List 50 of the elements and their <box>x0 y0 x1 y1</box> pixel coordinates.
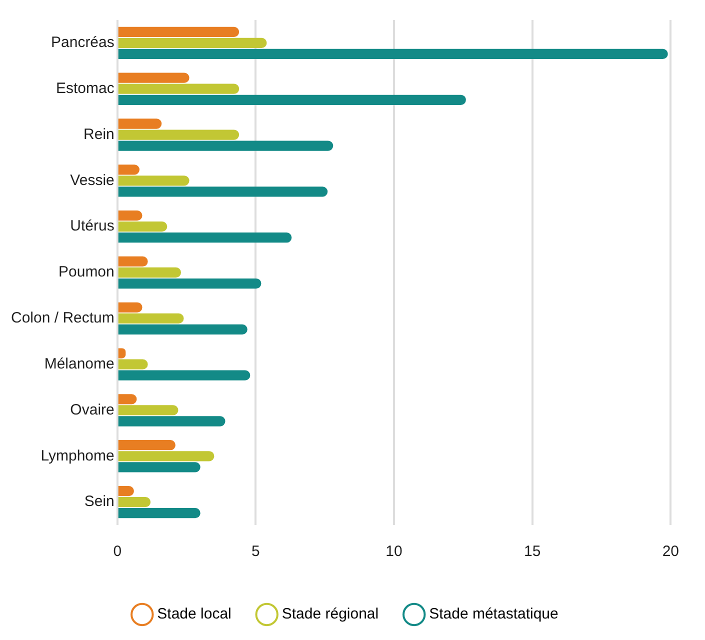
x-tick-label: 20 <box>662 543 679 560</box>
bar <box>118 72 190 83</box>
y-tick-label: Pancréas <box>51 34 114 52</box>
y-tick-label: Ovaire <box>70 401 114 418</box>
x-tick-label: 15 <box>524 543 541 560</box>
bar <box>118 508 200 518</box>
bar <box>118 222 168 232</box>
bar <box>118 278 262 289</box>
bar <box>118 94 466 105</box>
bar <box>118 359 148 370</box>
bar <box>118 140 334 151</box>
y-tick-label: Vessie <box>70 172 114 189</box>
y-tick-label: Colon / Rectum <box>11 310 114 327</box>
bar <box>118 405 178 416</box>
y-tick-label: Mélanome <box>44 355 114 372</box>
y-tick-label: Utérus <box>70 218 114 235</box>
bar <box>118 210 142 221</box>
bar <box>118 440 176 450</box>
bar <box>118 84 240 94</box>
legend-label: Stade local <box>157 606 232 623</box>
bar <box>118 496 151 508</box>
y-tick-label: Estomac <box>56 80 115 98</box>
bar <box>118 302 142 312</box>
legend-label: Stade métastatique <box>429 606 558 623</box>
bar <box>118 26 240 38</box>
y-tick-label: Poumon <box>58 264 114 281</box>
bar <box>118 186 328 197</box>
y-tick-label: Rein <box>84 126 114 143</box>
bar <box>118 176 190 186</box>
y-tick-label: Lymphome <box>40 447 114 464</box>
legend-label: Stade régional <box>282 606 379 623</box>
x-tick-label: 5 <box>252 543 260 560</box>
bar <box>118 267 181 278</box>
bar <box>118 38 267 48</box>
x-tick-label: 0 <box>113 543 122 560</box>
bar <box>118 370 250 380</box>
bar <box>118 256 148 267</box>
bar <box>118 164 140 175</box>
bar <box>118 118 162 129</box>
x-tick-label: 10 <box>386 543 402 560</box>
bar <box>118 232 292 243</box>
bar <box>118 416 226 426</box>
bar <box>118 394 137 404</box>
bar <box>118 451 214 462</box>
bar <box>118 130 240 140</box>
bar <box>118 313 184 324</box>
bar <box>118 324 248 334</box>
bar <box>118 48 668 60</box>
bar <box>118 462 200 472</box>
y-tick-label: Sein <box>84 493 114 510</box>
